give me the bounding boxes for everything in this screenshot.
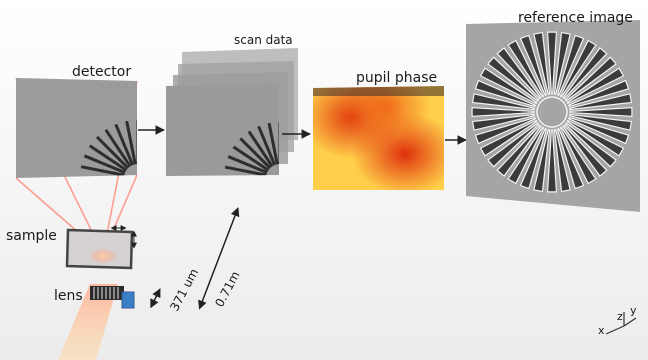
fan-spoke (114, 123, 135, 166)
star-spoke (559, 39, 597, 98)
axis-x-label: x (598, 324, 605, 337)
axis-y-label: y (630, 304, 637, 317)
star-spoke (546, 31, 558, 95)
star-spoke (487, 122, 540, 168)
star-spoke (471, 113, 536, 131)
fan-spoke (247, 130, 274, 168)
axis-z-label: z (617, 310, 623, 323)
sample-label: sample (6, 228, 57, 244)
star-spoke (496, 47, 542, 100)
star-spoke (507, 39, 545, 98)
star-spoke (471, 93, 536, 111)
scan-fan-pattern (224, 122, 279, 176)
fan-spoke (88, 144, 128, 172)
lens (90, 286, 135, 309)
fan-spoke (267, 122, 279, 165)
reference-image-label: reference image (518, 10, 633, 26)
star-spoke (519, 127, 548, 190)
star-spoke (556, 127, 585, 190)
star-spoke (487, 56, 540, 102)
siemens-star-pattern (471, 31, 633, 193)
axes-indicator (605, 312, 637, 335)
sample (65, 225, 137, 270)
star-spoke (553, 31, 571, 96)
star-spoke (564, 56, 617, 102)
star-spoke (474, 79, 537, 108)
scan-data-stack (166, 48, 298, 176)
star-spoke (562, 124, 608, 177)
incident-beam (58, 284, 118, 360)
star-spoke (566, 119, 625, 157)
star-spoke (567, 79, 630, 108)
star-spoke (533, 31, 551, 96)
detector-label: detector (72, 64, 131, 80)
star-center (536, 96, 568, 128)
fan-spoke (80, 165, 125, 177)
star-spoke (566, 67, 625, 105)
star-spoke (479, 67, 538, 105)
star-spoke (556, 34, 585, 97)
star-spoke (569, 106, 633, 118)
fan-spoke (83, 154, 126, 175)
star-spoke (562, 47, 608, 100)
star-spoke (559, 126, 597, 185)
star-spoke (546, 129, 558, 193)
star-spoke (568, 93, 633, 111)
star-spoke (519, 34, 548, 97)
reference-image-panel (466, 20, 640, 212)
star-spoke (533, 128, 551, 193)
star-spoke (553, 128, 571, 193)
star-spoke (568, 113, 633, 131)
fan-spoke (104, 128, 132, 168)
star-spoke (471, 106, 535, 118)
fan-spoke (125, 120, 137, 165)
detector-panel (16, 78, 137, 178)
pupil-phase-label: pupil phase (356, 70, 437, 86)
fan-spoke (239, 137, 272, 170)
star-spoke (567, 116, 630, 145)
star-spoke (474, 116, 537, 145)
distance-small-arrow (150, 288, 161, 309)
pupil-phase-panel (313, 86, 444, 190)
fan-spoke (257, 125, 277, 166)
fan-spoke (227, 155, 268, 175)
detector-fan-pattern (80, 120, 137, 178)
fan-spoke (224, 165, 267, 176)
star-spoke (507, 126, 545, 185)
fan-spoke (95, 135, 130, 170)
fan-spoke (232, 145, 270, 172)
star-spoke (479, 119, 538, 157)
scan-data-label: scan data (234, 33, 293, 47)
star-spoke (496, 124, 542, 177)
star-spoke (564, 122, 617, 168)
lens-label: lens (54, 288, 83, 304)
distance-large-arrow (198, 207, 240, 310)
